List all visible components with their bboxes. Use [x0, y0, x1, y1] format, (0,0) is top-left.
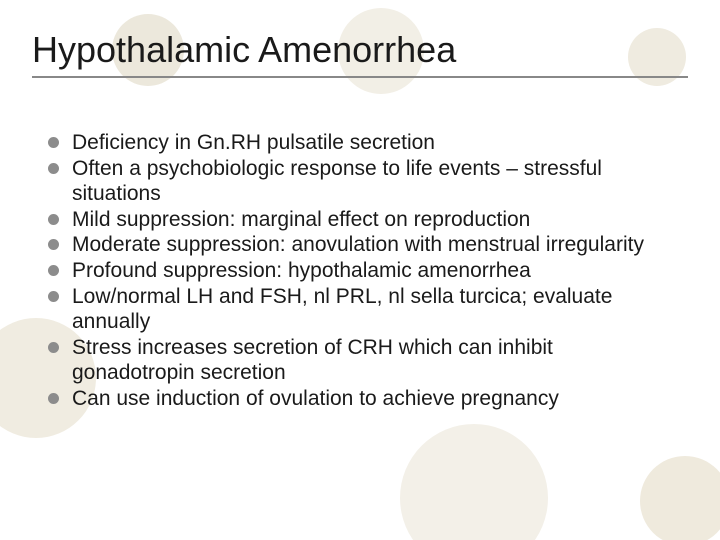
bullet-text: Deficiency in Gn.RH pulsatile secretion [72, 131, 435, 154]
decor-circle [640, 456, 720, 540]
bullet-text: Can use induction of ovulation to achiev… [72, 387, 559, 410]
list-item: Low/normal LH and FSH, nl PRL, nl sella … [48, 284, 668, 335]
bullet-text: Moderate suppression: anovulation with m… [72, 233, 644, 256]
bullet-text: Profound suppression: hypothalamic ameno… [72, 259, 531, 282]
slide-title: Hypothalamic Amenorrhea [32, 30, 688, 70]
list-item: Can use induction of ovulation to achiev… [48, 386, 668, 412]
list-item: Moderate suppression: anovulation with m… [48, 232, 668, 258]
title-rule [32, 76, 688, 78]
bullet-text: Mild suppression: marginal effect on rep… [72, 208, 530, 231]
bullet-text: Stress increases secretion of CRH which … [72, 336, 553, 385]
list-item: Deficiency in Gn.RH pulsatile secretion [48, 130, 668, 156]
list-item: Mild suppression: marginal effect on rep… [48, 207, 668, 233]
bullet-list: Deficiency in Gn.RH pulsatile secretion … [48, 130, 668, 412]
bullet-text: Often a psychobiologic response to life … [72, 157, 602, 206]
list-item: Profound suppression: hypothalamic ameno… [48, 258, 668, 284]
slide: Hypothalamic Amenorrhea Deficiency in Gn… [0, 0, 720, 540]
title-block: Hypothalamic Amenorrhea [32, 30, 688, 78]
decor-circle [400, 424, 548, 540]
list-item: Often a psychobiologic response to life … [48, 156, 668, 207]
list-item: Stress increases secretion of CRH which … [48, 335, 668, 386]
bullet-text: Low/normal LH and FSH, nl PRL, nl sella … [72, 285, 612, 334]
